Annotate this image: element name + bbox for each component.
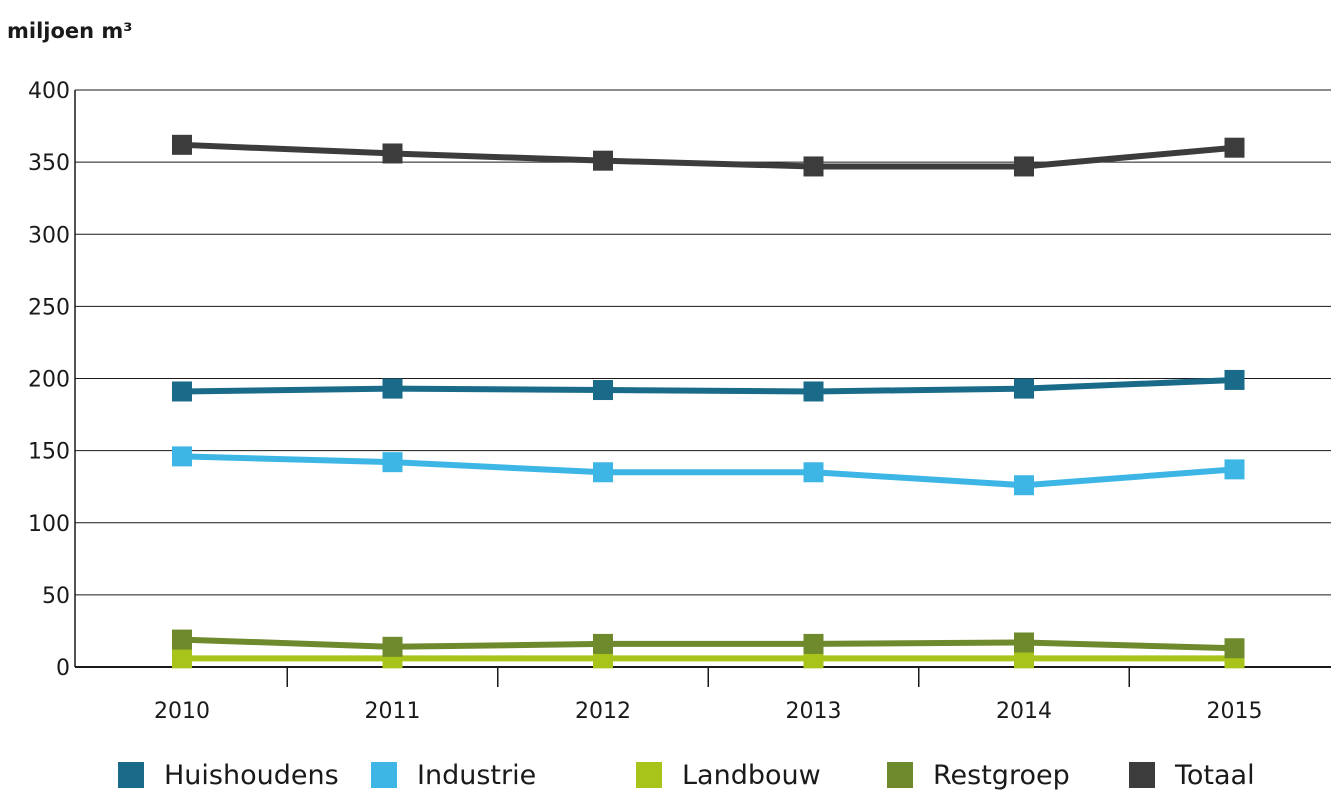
axes (74, 90, 1331, 687)
data-point (172, 446, 192, 467)
x-tick-label: 2013 (786, 699, 842, 724)
data-point (1014, 648, 1034, 669)
x-tick-label: 2014 (996, 699, 1052, 724)
series-line (181, 453, 1235, 489)
data-point (803, 381, 824, 402)
data-point (1224, 459, 1245, 480)
y-tick-label: 0 (56, 656, 70, 681)
series-line (181, 636, 1235, 652)
x-tick-label: 2010 (154, 699, 210, 724)
data-point (803, 156, 824, 177)
series-huishoudens (172, 369, 1245, 402)
data-point (382, 636, 403, 657)
y-axis-label: miljoen m³ (7, 19, 133, 43)
y-tick-label: 200 (28, 368, 70, 393)
series-landbouw (172, 648, 1245, 669)
data-point (593, 462, 613, 483)
data-point (1014, 156, 1034, 177)
y-tick-label: 400 (28, 79, 70, 104)
y-tick-label: 300 (28, 223, 70, 248)
x-tick-label: 2011 (365, 699, 421, 724)
legend: Huishoudens Industrie Landbouw Restgroep Tot… (118, 757, 1318, 797)
series-industrie (172, 446, 1245, 496)
series-line (181, 141, 1235, 170)
y-tick-labels: 0 50 100 150 200 250 300 350 400 (28, 79, 70, 681)
series-line (181, 376, 1235, 395)
data-point (1224, 137, 1245, 158)
y-tick-label: 100 (28, 512, 70, 537)
series-lines (172, 134, 1245, 669)
data-point (593, 380, 613, 401)
y-tick-label: 150 (28, 440, 70, 465)
data-point (172, 648, 192, 669)
data-point (172, 134, 192, 155)
data-point (382, 143, 403, 164)
legend-label: Landbouw (682, 759, 821, 791)
legend-item-restgroep: Restgroep (887, 757, 1070, 793)
data-point (803, 633, 824, 654)
x-tick-label: 2012 (575, 699, 631, 724)
y-tick-label: 50 (42, 584, 70, 609)
x-tick-label: 2015 (1207, 699, 1263, 724)
legend-item-industrie: Industrie (371, 757, 536, 793)
data-point (172, 381, 192, 402)
series-totaal (172, 134, 1245, 177)
legend-swatch (1129, 762, 1155, 788)
y-tick-label: 350 (28, 151, 70, 176)
data-point (1224, 638, 1245, 659)
legend-label: Industrie (417, 759, 537, 791)
data-point (1014, 475, 1034, 496)
legend-swatch (371, 762, 397, 788)
data-point (803, 462, 824, 483)
x-tick-labels: 2010 2011 2012 2013 2014 2015 (154, 699, 1263, 724)
data-point (172, 629, 192, 650)
data-point (1014, 632, 1034, 653)
data-point (382, 378, 403, 399)
data-point (1224, 369, 1245, 390)
gridlines (75, 89, 1331, 596)
legend-item-landbouw: Landbouw (636, 757, 821, 793)
series-restgroep (172, 629, 1245, 659)
legend-label: Huishoudens (164, 759, 339, 791)
legend-swatch (636, 762, 662, 788)
legend-label: Restgroep (933, 759, 1070, 791)
legend-label: Totaal (1175, 759, 1255, 791)
data-point (382, 452, 403, 473)
data-point (593, 633, 613, 654)
legend-item-huishoudens: Huishoudens (118, 757, 339, 793)
legend-swatch (118, 762, 144, 788)
legend-swatch (887, 762, 913, 788)
legend-item-totaal: Totaal (1129, 757, 1255, 793)
data-point (1014, 378, 1034, 399)
data-point (593, 150, 613, 171)
y-tick-label: 250 (28, 295, 70, 320)
